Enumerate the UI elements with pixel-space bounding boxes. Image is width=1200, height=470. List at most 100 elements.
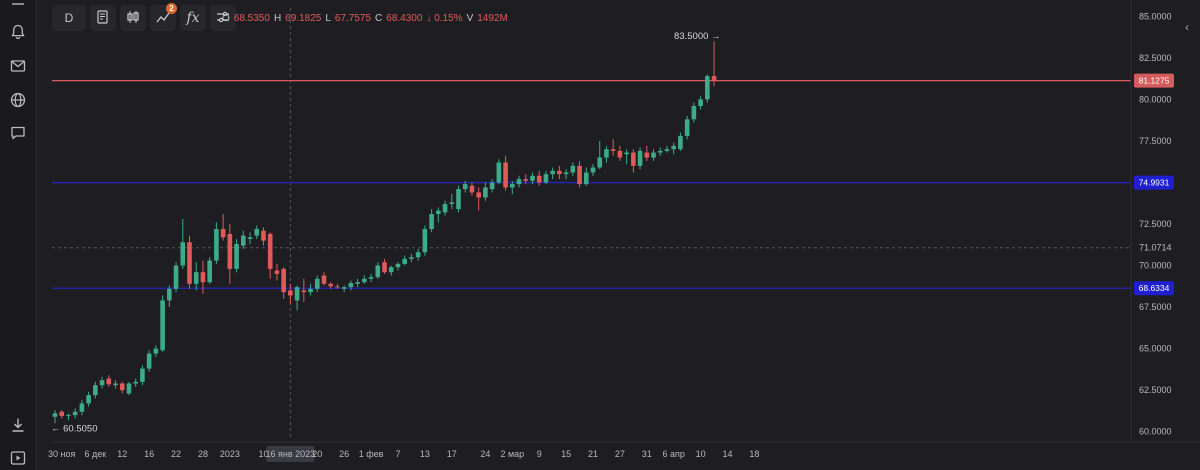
candle-body <box>241 235 246 246</box>
candle-body <box>140 368 145 382</box>
crosshair-date-box <box>266 446 315 462</box>
ohlc-legend: O 68.5350 H 69.1825 L 67.7575 C 68.4300 … <box>222 13 508 24</box>
candle-body <box>711 76 717 82</box>
price-line-tag <box>1134 175 1174 190</box>
menu-icon[interactable] <box>9 0 27 18</box>
x-tick-label: 13 <box>420 449 430 459</box>
y-tick-label: 72.5000 <box>1139 219 1172 229</box>
candle-body <box>698 99 703 107</box>
y-tick-label: 80.0000 <box>1139 94 1172 104</box>
x-tick-label: 10 <box>696 449 706 459</box>
candle-body <box>341 287 347 289</box>
candle-body <box>193 272 199 284</box>
open-value: 68.5350 <box>233 13 270 24</box>
candle-body <box>530 175 535 181</box>
candle-body <box>267 233 273 269</box>
y-tick-label: 62.5000 <box>1139 385 1172 395</box>
candle-body <box>301 290 307 293</box>
candle-body <box>113 383 118 386</box>
chart-toolbar: D 2 fx <box>52 3 236 32</box>
x-tick-label: 7 <box>395 449 400 459</box>
candle-body <box>523 179 529 181</box>
candle-body <box>59 411 65 416</box>
candle-body <box>657 150 663 153</box>
settings-button[interactable] <box>210 5 236 31</box>
x-tick-label: 10 <box>258 449 268 459</box>
open-label: O <box>222 13 230 24</box>
globe-icon[interactable] <box>9 91 27 109</box>
interval-button[interactable]: D <box>52 5 86 31</box>
candle-body <box>200 272 206 283</box>
sliders-icon <box>215 9 231 28</box>
x-tick-label: 22 <box>171 449 181 459</box>
bell-icon[interactable] <box>9 23 27 41</box>
candle-body <box>617 150 623 158</box>
candle-body <box>288 290 293 296</box>
candle-body <box>705 76 710 100</box>
candle-body <box>314 278 320 289</box>
candle-body <box>516 179 522 185</box>
x-tick-label: 2 мар <box>500 449 524 459</box>
x-tick-label: 24 <box>480 449 490 459</box>
candle-body <box>79 403 85 412</box>
price-line-tag <box>1134 73 1174 88</box>
candle-body <box>375 265 381 278</box>
chat-icon[interactable] <box>9 124 27 142</box>
left-toolbar <box>0 0 37 470</box>
chevron-left-icon: ‹ <box>1185 20 1189 34</box>
close-label: C <box>375 13 383 24</box>
crosshair-price-label: 71.0714 <box>1139 243 1172 253</box>
candle-body <box>536 175 542 183</box>
candle-body <box>99 380 105 386</box>
mail-icon[interactable] <box>9 57 27 75</box>
x-tick-label: 6 дек <box>84 449 106 459</box>
candle-body <box>395 263 401 268</box>
candle-body <box>563 172 569 175</box>
x-tick-label: 12 <box>117 449 127 459</box>
candle-body <box>167 288 172 301</box>
candle-body <box>119 383 125 391</box>
candle-body <box>281 268 286 293</box>
price-line-label: 81.1275 <box>1139 76 1170 86</box>
play-icon[interactable] <box>9 449 27 467</box>
collapse-panel-button[interactable]: ‹ <box>1178 18 1196 36</box>
candle-body <box>664 149 670 151</box>
candle-body <box>328 283 334 287</box>
candle-body <box>207 260 212 283</box>
x-tick-label: 15 <box>561 449 571 459</box>
candle-body <box>153 348 159 354</box>
candle-body <box>436 210 441 215</box>
candle-body <box>590 167 596 173</box>
grid <box>52 8 1131 440</box>
x-tick-label: 9 <box>537 449 542 459</box>
candle-body <box>449 202 455 205</box>
candle-body <box>86 395 91 404</box>
candle-body <box>72 411 78 416</box>
notes-button[interactable] <box>90 5 116 31</box>
candle-body <box>52 413 58 417</box>
candle-body <box>671 145 676 150</box>
chart-type-button[interactable] <box>120 5 146 31</box>
candle-body <box>429 214 434 229</box>
price-line-tag <box>1134 281 1174 296</box>
change-value: ↓ 0.15% <box>426 13 463 24</box>
y-tick-label: 77.5000 <box>1139 136 1172 146</box>
candle-body <box>402 258 407 264</box>
candle-body <box>274 270 280 274</box>
candle-body <box>610 149 616 151</box>
candle-body <box>214 228 219 261</box>
indicators-button[interactable]: 2 <box>150 3 177 31</box>
candle-body <box>187 242 192 284</box>
candle-body <box>469 185 475 193</box>
candle-body <box>160 300 165 351</box>
candle-body <box>234 243 239 269</box>
functions-button[interactable]: fx <box>180 5 206 31</box>
price-line-label: 68.6334 <box>1139 283 1170 293</box>
candles <box>52 41 717 424</box>
candle-body <box>597 157 603 168</box>
candle-body <box>409 257 414 259</box>
download-icon[interactable] <box>9 416 27 434</box>
candle-body <box>510 184 515 188</box>
x-tick-label: 2023 <box>220 449 240 459</box>
